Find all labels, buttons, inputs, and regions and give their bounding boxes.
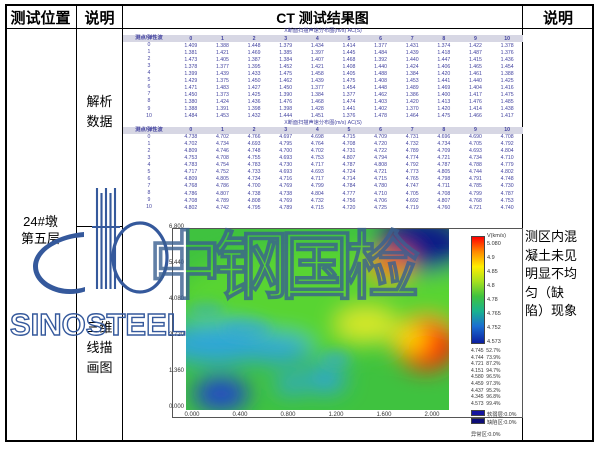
svg-text:SINOSTEEL: SINOSTEEL: [10, 307, 186, 342]
